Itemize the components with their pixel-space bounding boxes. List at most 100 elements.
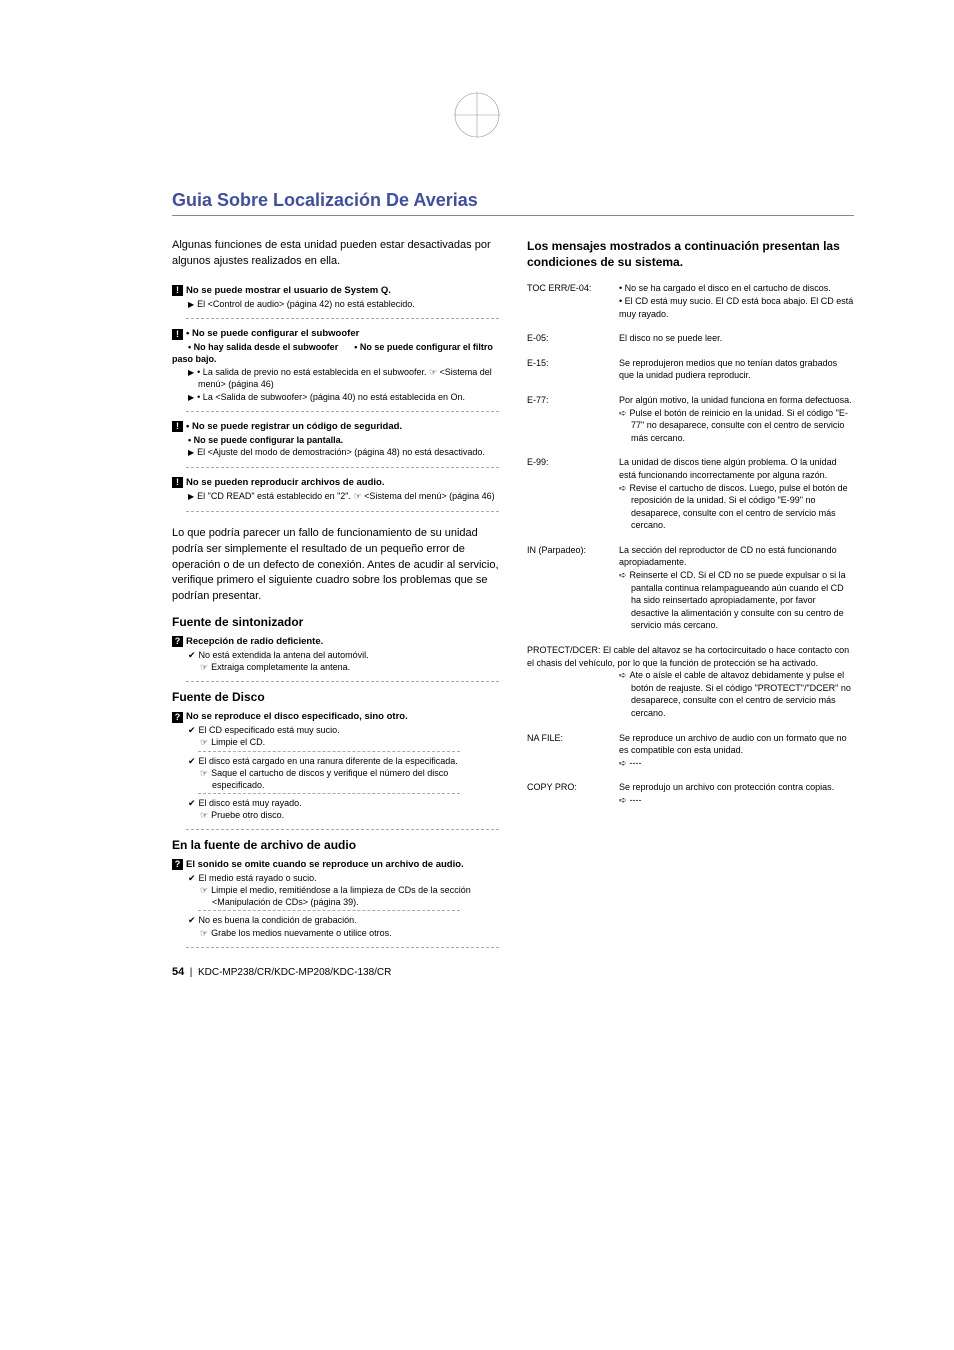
- error-body: • No se ha cargado el disco en el cartuc…: [619, 282, 854, 320]
- error-row: NA FILE:Se reproduce un archivo de audio…: [527, 732, 854, 770]
- question-heading: Recepción de radio deficiente.: [186, 636, 323, 647]
- error-desc: Por algún motivo, la unidad funciona en …: [619, 394, 854, 407]
- error-desc: Se reprodujo un archivo con protección c…: [619, 781, 854, 794]
- remedy-line: Limpie el medio, remitiéndose a la limpi…: [172, 884, 499, 908]
- question-block: ?El sonido se omite cuando se reproduce …: [172, 858, 499, 939]
- section-disc-title: Fuente de Disco: [172, 690, 499, 704]
- question-heading: El sonido se omite cuando se reproduce u…: [186, 859, 464, 870]
- right-column: Los mensajes mostrados a continuación pr…: [527, 238, 854, 956]
- error-body: La sección del reproductor de CD no está…: [619, 544, 854, 632]
- question-icon: ?: [172, 859, 183, 870]
- exclamation-icon: !: [172, 285, 183, 296]
- divider: [186, 467, 499, 468]
- caution-heading: • No se puede configurar el subwoofer: [186, 328, 359, 339]
- error-row: E-99:La unidad de discos tiene algún pro…: [527, 456, 854, 532]
- error-body: La unidad de discos tiene algún problema…: [619, 456, 854, 532]
- caution-block: !No se puede mostrar el usuario de Syste…: [172, 284, 499, 311]
- caution-detail: • La <Salida de subwoofer> (página 40) n…: [172, 391, 499, 404]
- error-desc: Se reprodujeron medios que no tenían dat…: [619, 357, 854, 382]
- caution-block: !• No se puede configurar el subwoofer • …: [172, 327, 499, 403]
- error-list: TOC ERR/E-04:• No se ha cargado el disco…: [527, 282, 854, 806]
- caution-heading: • No se puede configurar la pantalla.: [172, 435, 343, 445]
- caution-heading: No se pueden reproducir archivos de audi…: [186, 477, 385, 488]
- caution-detail: El <Control de audio> (página 42) no est…: [172, 298, 499, 311]
- error-desc: La unidad de discos tiene algún problema…: [619, 456, 854, 481]
- crop-mark-region: [0, 40, 954, 190]
- divider: [186, 829, 499, 830]
- caution-detail: • La salida de previo no está establecid…: [172, 366, 499, 391]
- crop-mark-icon: [454, 92, 500, 138]
- error-code: IN (Parpadeo):: [527, 544, 619, 632]
- divider: [186, 318, 499, 319]
- question-block: ?Recepción de radio deficiente. No está e…: [172, 635, 499, 673]
- error-action: ----: [619, 757, 854, 770]
- caution-detail: El "CD READ" está establecido en "2". ☞ …: [172, 490, 499, 503]
- page-title: Guia Sobre Localización De Averias: [172, 190, 854, 216]
- symptom-line: No está extendida la antena del automóvi…: [172, 649, 499, 661]
- troubleshoot-intro: Lo que podría parecer un fallo de funcio…: [172, 526, 499, 606]
- caution-heading: • No hay salida desde el subwoofer: [172, 342, 338, 352]
- symptom-line: El medio está rayado o sucio.: [172, 872, 499, 884]
- error-code: TOC ERR/E-04:: [527, 282, 619, 320]
- question-heading: No se reproduce el disco especificado, s…: [186, 711, 408, 722]
- error-desc: El disco no se puede leer.: [619, 332, 854, 345]
- error-row: IN (Parpadeo):La sección del reproductor…: [527, 544, 854, 632]
- remedy-line: Grabe los medios nuevamente o utilice ot…: [172, 927, 499, 939]
- error-body: Se reprodujo un archivo con protección c…: [619, 781, 854, 806]
- error-row: PROTECT/DCER: El cable del altavoz se ha…: [527, 644, 854, 720]
- error-row: COPY PRO:Se reprodujo un archivo con pro…: [527, 781, 854, 806]
- error-code: NA FILE:: [527, 732, 619, 770]
- error-body: Se reproduce un archivo de audio con un …: [619, 732, 854, 770]
- error-desc: Se reproduce un archivo de audio con un …: [619, 732, 854, 757]
- error-action: Ate o aísle el cable de altavoz debidame…: [619, 669, 854, 719]
- divider: [186, 411, 499, 412]
- error-body: Se reprodujeron medios que no tenían dat…: [619, 357, 854, 382]
- section-tuner-title: Fuente de sintonizador: [172, 615, 499, 629]
- content-columns: Algunas funciones de esta unidad pueden …: [172, 238, 854, 956]
- question-icon: ?: [172, 712, 183, 723]
- question-icon: ?: [172, 636, 183, 647]
- remedy-line: Saque el cartucho de discos y verifique …: [172, 767, 499, 791]
- messages-heading: Los mensajes mostrados a continuación pr…: [527, 238, 854, 270]
- error-desc: La sección del reproductor de CD no está…: [619, 544, 854, 569]
- page-body: Guia Sobre Localización De Averias Algun…: [0, 190, 954, 1038]
- section-audiofile-title: En la fuente de archivo de audio: [172, 838, 499, 852]
- divider: [186, 947, 499, 948]
- error-desc: • No se ha cargado el disco en el cartuc…: [619, 282, 854, 295]
- symptom-line: El CD especificado está muy sucio.: [172, 724, 499, 736]
- exclamation-blocks: !No se puede mostrar el usuario de Syste…: [172, 284, 499, 512]
- page-number: 54: [172, 966, 184, 978]
- caution-heading: No se puede mostrar el usuario de System…: [186, 285, 391, 296]
- exclamation-icon: !: [172, 421, 183, 432]
- error-action: ----: [619, 794, 854, 807]
- page-footer: 54 | KDC-MP238/CR/KDC-MP208/KDC-138/CR: [172, 956, 854, 978]
- divider: [198, 751, 460, 752]
- error-code: COPY PRO:: [527, 781, 619, 806]
- error-row: E-77:Por algún motivo, la unidad funcion…: [527, 394, 854, 444]
- caution-heading: • No se puede registrar un código de seg…: [186, 421, 402, 432]
- error-code: E-77:: [527, 394, 619, 444]
- exclamation-icon: !: [172, 477, 183, 488]
- question-block: ?No se reproduce el disco especificado, …: [172, 710, 499, 821]
- section-disc-body: ?No se reproduce el disco especificado, …: [172, 710, 499, 830]
- divider: [198, 910, 460, 911]
- error-code: PROTECT/DCER:: [527, 645, 603, 655]
- caution-block: !No se pueden reproducir archivos de aud…: [172, 476, 499, 503]
- error-action: Reinserte el CD. Si el CD no se puede ex…: [619, 569, 854, 632]
- symptom-line: No es buena la condición de grabación.: [172, 914, 499, 926]
- footer-models: KDC-MP238/CR/KDC-MP208/KDC-138/CR: [198, 967, 391, 978]
- intro-text: Algunas funciones de esta unidad pueden …: [172, 238, 499, 270]
- error-action: Revise el cartucho de discos. Luego, pul…: [619, 482, 854, 532]
- exclamation-icon: !: [172, 329, 183, 340]
- error-code: E-99:: [527, 456, 619, 532]
- divider: [186, 681, 499, 682]
- remedy-line: Extraiga completamente la antena.: [172, 661, 499, 673]
- divider: [186, 511, 499, 512]
- divider: [198, 793, 460, 794]
- error-action: Pulse el botón de reinicio en la unidad.…: [619, 407, 854, 445]
- caution-block: !• No se puede registrar un código de se…: [172, 420, 499, 459]
- section-audiofile-body: ?El sonido se omite cuando se reproduce …: [172, 858, 499, 948]
- remedy-line: Pruebe otro disco.: [172, 809, 499, 821]
- symptom-line: El disco está muy rayado.: [172, 797, 499, 809]
- error-row: E-05:El disco no se puede leer.: [527, 332, 854, 345]
